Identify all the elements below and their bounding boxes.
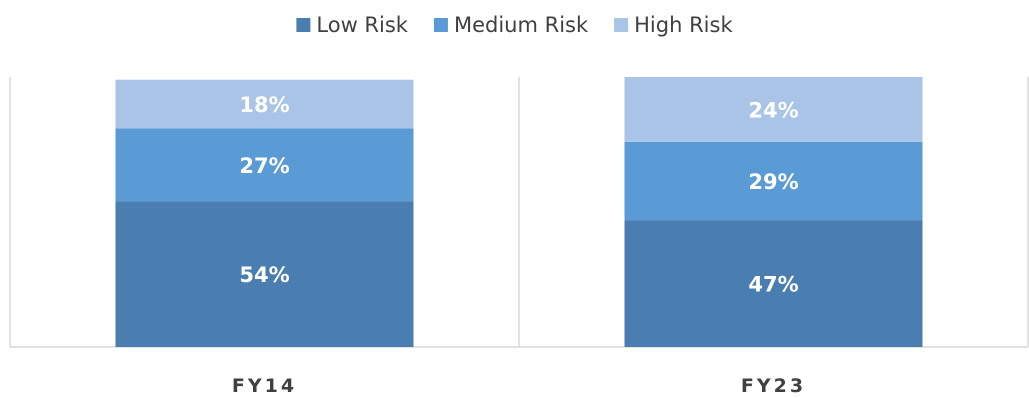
category-label: FY14 xyxy=(232,375,297,397)
category-label: FY23 xyxy=(741,375,806,397)
chart-legend: Low Risk Medium Risk High Risk xyxy=(296,13,733,37)
bar-segment-fy14-medium-risk xyxy=(115,128,414,202)
data-label: 24% xyxy=(748,98,798,122)
bar-segment-fy14-high-risk xyxy=(115,79,414,129)
bar-segment-fy14-low-risk xyxy=(115,201,414,347)
bar-segment-fy23-high-risk xyxy=(624,77,923,142)
chart-bars: 54% 27% 18% 47% 29% 24% xyxy=(115,77,923,347)
bar-segment-fy23-low-risk xyxy=(624,220,923,347)
legend-swatch xyxy=(614,18,629,32)
data-label: 54% xyxy=(239,263,289,287)
data-label: 27% xyxy=(239,154,289,178)
bar-segment-fy23-medium-risk xyxy=(624,141,923,221)
legend-label: Low Risk xyxy=(316,13,408,37)
data-label: 18% xyxy=(239,93,289,117)
data-label: 47% xyxy=(748,273,798,297)
category-labels: FY14 FY23 xyxy=(232,375,806,397)
legend-label: Medium Risk xyxy=(454,13,589,37)
legend-swatch xyxy=(433,18,448,32)
legend-swatch xyxy=(296,18,311,32)
legend-label: High Risk xyxy=(634,13,733,37)
data-label: 29% xyxy=(748,170,798,194)
